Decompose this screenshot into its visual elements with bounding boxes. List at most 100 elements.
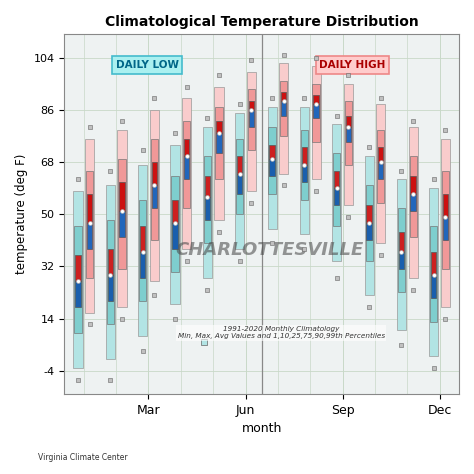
Bar (302, 165, 307, 182)
Bar (74, 226, 82, 333)
Bar (376, 104, 385, 243)
Bar (237, 156, 242, 173)
Bar (182, 98, 191, 249)
Bar (313, 95, 319, 104)
Bar (410, 176, 416, 194)
Bar (441, 139, 450, 307)
Bar (87, 194, 92, 223)
Bar (366, 223, 372, 240)
Bar (429, 188, 438, 356)
Bar (184, 156, 189, 179)
Bar (409, 127, 418, 278)
Bar (75, 281, 81, 307)
Bar (279, 64, 288, 173)
Bar (366, 205, 372, 223)
Bar (280, 81, 287, 136)
Bar (75, 255, 81, 281)
Bar (334, 171, 339, 188)
Bar (173, 223, 178, 249)
Bar (249, 101, 254, 110)
Bar (107, 220, 114, 324)
Bar (87, 223, 92, 249)
Bar (106, 185, 115, 359)
Bar (205, 176, 210, 197)
Bar (346, 127, 351, 142)
Bar (334, 188, 339, 205)
Bar (235, 113, 244, 249)
Title: Climatological Temperature Distribution: Climatological Temperature Distribution (105, 15, 419, 29)
Bar (269, 159, 274, 176)
Bar (399, 232, 404, 252)
Bar (118, 130, 127, 307)
Bar (108, 249, 113, 275)
Bar (301, 130, 308, 200)
Bar (431, 252, 437, 275)
Bar (85, 139, 94, 313)
Bar (399, 252, 404, 269)
Bar (281, 92, 286, 101)
Bar (204, 156, 211, 243)
Bar (217, 133, 221, 153)
Bar (312, 83, 319, 142)
Bar (313, 104, 319, 118)
Text: DAILY LOW: DAILY LOW (116, 60, 179, 70)
Bar (332, 124, 341, 261)
Bar (443, 217, 448, 240)
Bar (247, 72, 256, 191)
Bar (172, 176, 179, 272)
Bar (216, 107, 223, 179)
Bar (138, 165, 147, 336)
Bar (119, 211, 125, 237)
Bar (267, 107, 277, 228)
Bar (184, 139, 189, 156)
Bar (173, 200, 178, 223)
Bar (302, 147, 307, 165)
Bar (410, 156, 417, 237)
Bar (397, 179, 406, 330)
Bar (151, 139, 158, 240)
Bar (86, 171, 93, 278)
Bar (248, 90, 255, 150)
Text: DAILY HIGH: DAILY HIGH (319, 60, 386, 70)
Y-axis label: temperature (deg F): temperature (deg F) (15, 154, 28, 274)
Bar (311, 66, 320, 179)
Bar (431, 275, 437, 298)
Bar (150, 110, 159, 281)
Bar (171, 145, 180, 304)
Bar (152, 185, 157, 209)
X-axis label: month: month (242, 422, 282, 435)
Bar (268, 127, 275, 194)
Bar (378, 147, 383, 162)
Bar (365, 156, 374, 295)
Bar (249, 110, 254, 127)
Bar (442, 171, 449, 269)
Bar (152, 162, 157, 185)
Bar (344, 83, 353, 205)
Bar (345, 101, 352, 165)
Bar (205, 197, 210, 220)
Bar (410, 194, 416, 211)
Bar (108, 275, 113, 301)
Bar (217, 121, 221, 133)
Bar (183, 121, 190, 209)
Bar (119, 182, 125, 211)
Bar (378, 162, 383, 179)
Bar (300, 107, 309, 235)
Bar (140, 226, 145, 252)
Bar (281, 101, 286, 116)
Bar (118, 159, 126, 269)
Bar (398, 209, 405, 292)
Bar (377, 130, 384, 202)
Bar (333, 153, 340, 226)
Text: 1991-2020 Monthly Climatology
Min, Max, Avg Values and 1,10,25,75,90,99th Percen: 1991-2020 Monthly Climatology Min, Max, … (178, 326, 385, 339)
Text: CHARLOTTESVILLE: CHARLOTTESVILLE (175, 241, 364, 259)
Bar (269, 145, 274, 159)
Bar (140, 252, 145, 278)
Bar (443, 194, 448, 217)
Text: Virginia Climate Center: Virginia Climate Center (38, 453, 128, 462)
Bar (73, 191, 82, 368)
Bar (236, 139, 243, 214)
Bar (346, 116, 351, 127)
Bar (203, 127, 212, 278)
Bar (365, 185, 373, 261)
